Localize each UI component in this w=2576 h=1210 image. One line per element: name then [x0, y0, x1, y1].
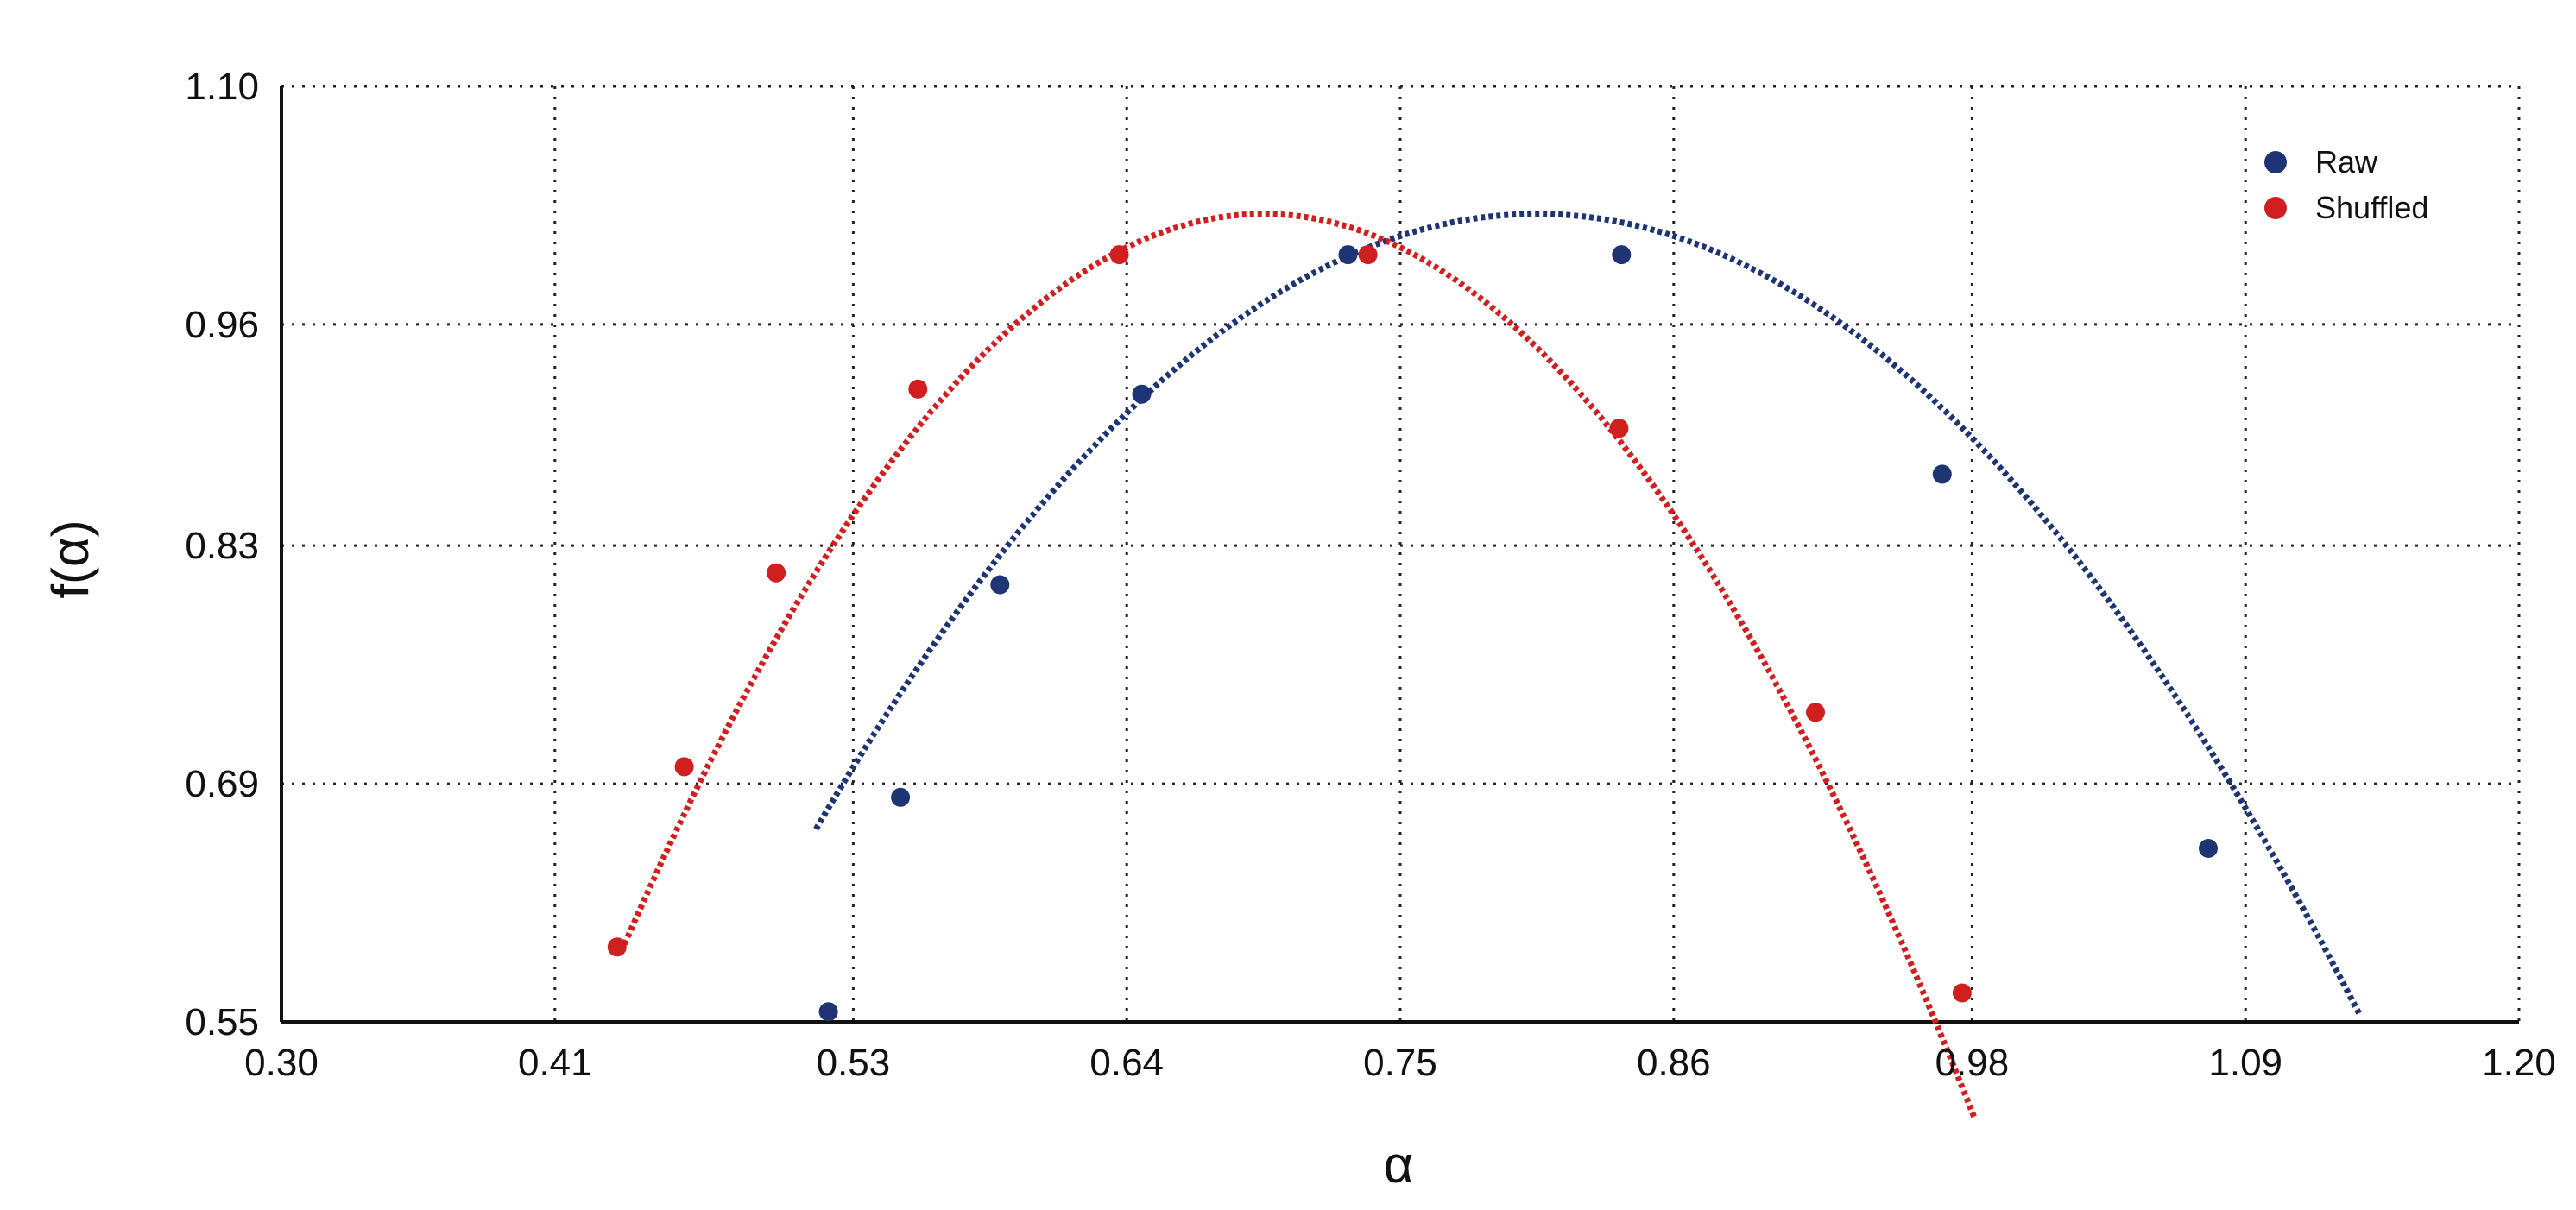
data-point-shuffled — [1109, 245, 1129, 265]
legend-label-shuffled: Shuffled — [2315, 190, 2428, 225]
x-tick-label: 0.75 — [1363, 1042, 1437, 1084]
data-point-shuffled — [1609, 419, 1629, 438]
x-axis-title: α — [1384, 1136, 1414, 1194]
x-tick-label: 0.86 — [1637, 1042, 1711, 1084]
y-tick-label: 1.10 — [185, 66, 259, 108]
data-point-raw — [1932, 464, 1952, 484]
data-point-shuffled — [908, 379, 928, 399]
data-point-raw — [818, 1002, 838, 1022]
fit-curves — [622, 211, 2363, 1119]
y-tick-label: 0.83 — [185, 525, 259, 567]
y-tick-label: 0.96 — [185, 304, 259, 346]
data-point-raw — [990, 575, 1010, 595]
data-point-raw — [2199, 839, 2218, 858]
y-tick-labels: 0.55 0.69 0.83 0.96 1.10 — [185, 66, 259, 1043]
data-point-raw — [1132, 384, 1152, 404]
data-points — [607, 245, 2218, 1022]
y-axis-title: f(α) — [41, 520, 99, 598]
y-tick-label: 0.69 — [185, 763, 259, 805]
data-point-shuffled — [1806, 703, 1825, 722]
x-tick-label: 1.20 — [2482, 1042, 2556, 1084]
legend-marker-shuffled — [2264, 197, 2287, 219]
grid-layer — [280, 85, 2521, 1024]
data-point-raw — [1338, 245, 1358, 265]
data-point-shuffled — [767, 563, 786, 583]
legend-marker-raw — [2264, 151, 2287, 173]
y-tick-label: 0.55 — [185, 1001, 259, 1043]
data-point-shuffled — [674, 757, 694, 777]
x-tick-label: 0.64 — [1089, 1042, 1164, 1084]
x-tick-label: 0.41 — [518, 1042, 592, 1084]
x-tick-label: 0.98 — [1935, 1042, 2010, 1084]
data-point-shuffled — [1358, 245, 1378, 265]
legend: Raw Shuffled — [2264, 144, 2428, 225]
data-point-shuffled — [607, 937, 627, 957]
x-tick-label: 0.53 — [817, 1042, 891, 1084]
legend-label-raw: Raw — [2315, 144, 2378, 180]
x-tick-label: 0.30 — [244, 1042, 319, 1084]
data-point-raw — [1612, 245, 1632, 265]
data-point-shuffled — [1952, 983, 1972, 1003]
fit-curve-shuffled — [622, 211, 1978, 1119]
x-tick-labels: 0.30 0.41 0.53 0.64 0.75 0.86 0.98 1.09 1.20 — [244, 1042, 2556, 1084]
fit-curve-raw — [813, 211, 2363, 1017]
x-tick-label: 1.09 — [2208, 1042, 2282, 1084]
axes — [280, 86, 2519, 1024]
data-point-raw — [891, 787, 911, 807]
